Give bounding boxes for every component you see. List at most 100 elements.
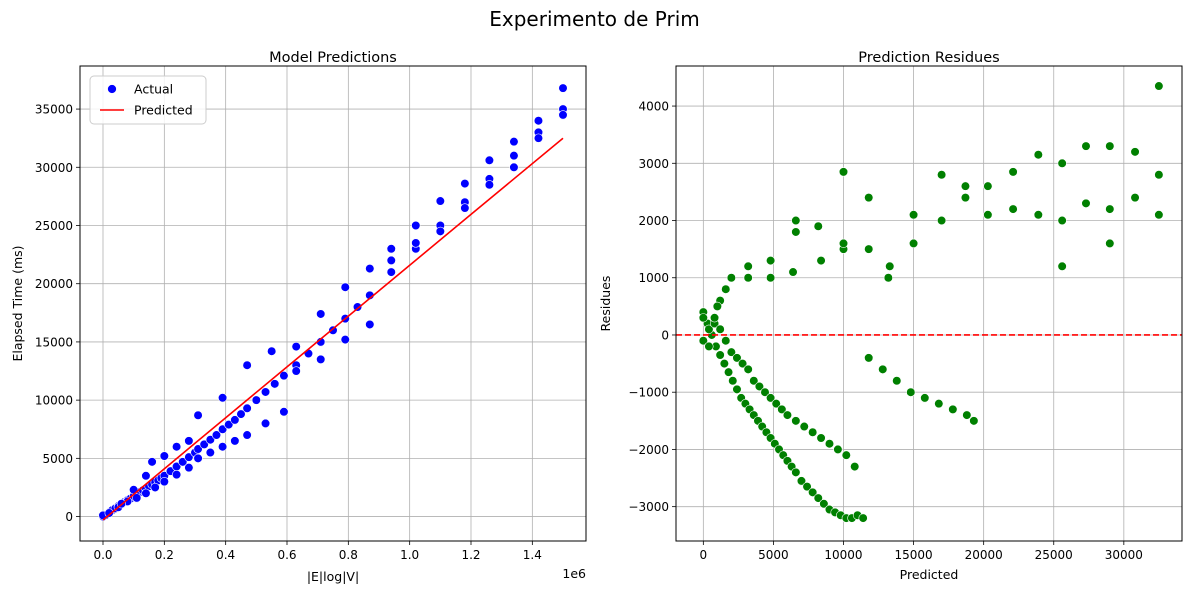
x-tick-label: 5000 <box>758 548 789 562</box>
data-point <box>218 393 228 403</box>
data-point <box>260 387 271 397</box>
data-point <box>983 181 993 191</box>
y-tick-label: 3000 <box>638 157 669 171</box>
legend-frame <box>89 75 207 125</box>
data-point <box>802 482 812 492</box>
data-point <box>303 348 314 359</box>
axes-title: Prediction Residues <box>858 50 999 66</box>
y-tick-label: 25000 <box>35 219 73 233</box>
data-point <box>908 238 919 249</box>
x-tick-label: 0 <box>700 548 708 562</box>
y-tick-label: 20000 <box>35 277 73 291</box>
data-point <box>1154 210 1164 220</box>
data-point <box>184 436 194 446</box>
data-point <box>1057 215 1067 226</box>
y-tick-label: 4000 <box>638 100 669 114</box>
data-point <box>1130 147 1140 157</box>
data-point <box>858 513 868 523</box>
data-point <box>1105 238 1115 249</box>
data-point <box>788 267 798 277</box>
data-point <box>892 376 902 386</box>
data-point <box>340 334 350 345</box>
data-point <box>1130 193 1140 203</box>
data-point <box>159 477 169 487</box>
data-point <box>141 471 151 481</box>
data-point <box>766 273 776 283</box>
data-point <box>791 416 801 426</box>
y-tick-label: 1000 <box>638 271 669 285</box>
data-point <box>230 415 240 425</box>
x-axis-offset-text: 1e6 <box>562 566 586 581</box>
data-point <box>791 227 801 237</box>
data-point <box>260 418 271 429</box>
data-point <box>365 319 375 330</box>
data-point <box>291 366 301 376</box>
data-point <box>184 452 194 462</box>
data-point <box>230 436 240 446</box>
y-tick-label: 35000 <box>35 103 73 117</box>
data-point <box>726 273 736 283</box>
grid <box>80 66 586 541</box>
data-point <box>743 261 753 271</box>
data-point <box>218 442 228 452</box>
data-point <box>712 301 722 311</box>
data-point <box>1105 204 1115 214</box>
data-point <box>484 180 495 190</box>
data-point <box>962 410 972 420</box>
plot-area <box>80 66 586 541</box>
data-point <box>386 267 396 277</box>
data-point <box>411 238 421 248</box>
data-point <box>435 196 445 206</box>
data-point <box>1033 210 1043 220</box>
data-point <box>937 215 947 226</box>
data-point <box>726 347 736 357</box>
data-point <box>1033 150 1043 160</box>
legend-label-actual: Actual <box>134 82 173 97</box>
data-point <box>824 439 835 449</box>
data-point <box>983 210 993 220</box>
x-axis-label: |E|log|V| <box>307 569 359 584</box>
data-point <box>704 324 714 334</box>
data-point <box>850 462 860 472</box>
y-tick-label: 0 <box>65 510 73 524</box>
data-point <box>242 360 252 370</box>
data-point <box>799 421 809 432</box>
data-point <box>709 313 720 323</box>
data-point <box>291 341 301 352</box>
data-point <box>193 453 203 463</box>
data-point <box>960 181 971 191</box>
data-point <box>386 244 396 254</box>
x-tick-label: 10000 <box>824 548 862 562</box>
data-point <box>864 193 874 203</box>
data-point <box>808 487 818 497</box>
legend-label-predicted: Predicted <box>134 103 193 118</box>
data-point <box>715 350 725 360</box>
data-point <box>558 83 568 93</box>
axes-frame <box>79 65 587 542</box>
data-point <box>132 493 142 503</box>
data-point <box>172 470 182 480</box>
data-point <box>205 435 215 445</box>
x-tick-label: 1.2 <box>461 548 480 562</box>
data-point <box>766 393 776 403</box>
y-tick-label: 30000 <box>35 161 73 175</box>
y-tick-label: 5000 <box>42 452 73 466</box>
data-point <box>178 457 188 467</box>
data-point <box>715 324 725 334</box>
data-point <box>509 137 519 147</box>
data-point <box>484 155 495 165</box>
predicted-line <box>102 137 564 521</box>
y-tick-label: 15000 <box>35 335 73 349</box>
data-point <box>279 407 289 417</box>
data-point <box>316 309 326 319</box>
data-point <box>721 336 731 346</box>
data-point <box>777 404 787 414</box>
data-point <box>732 384 742 394</box>
data-point <box>1081 141 1091 151</box>
data-point <box>104 508 114 518</box>
data-point <box>279 371 289 381</box>
x-tick-label: 0.2 <box>155 548 174 562</box>
data-point <box>796 476 807 486</box>
data-point <box>352 302 363 312</box>
